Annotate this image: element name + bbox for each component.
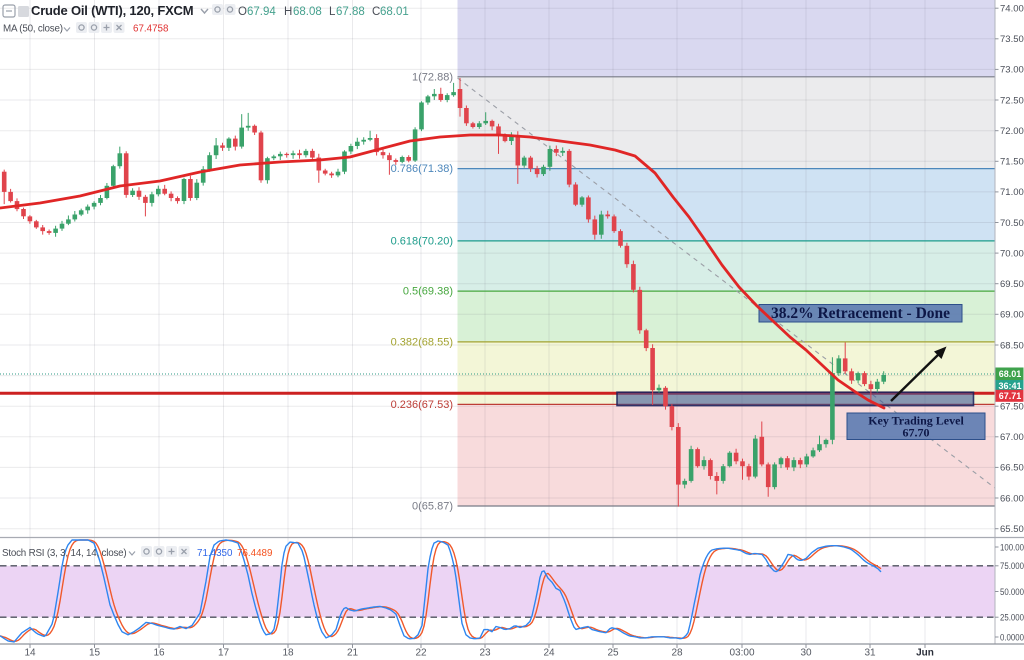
svg-text:28: 28	[671, 648, 683, 659]
svg-text:0.236(67.53): 0.236(67.53)	[391, 399, 453, 411]
svg-text:23: 23	[479, 648, 491, 659]
svg-text:71.00: 71.00	[1000, 187, 1024, 198]
svg-text:Stoch RSI (3, 3, 14, 14, close: Stoch RSI (3, 3, 14, 14, close)	[2, 548, 127, 559]
svg-text:0.382(68.55): 0.382(68.55)	[391, 336, 453, 348]
svg-text:31: 31	[864, 648, 876, 659]
svg-text:36:41: 36:41	[998, 381, 1021, 391]
svg-text:67.00: 67.00	[1000, 432, 1024, 443]
svg-text:68.08: 68.08	[293, 6, 322, 18]
svg-text:25: 25	[607, 648, 619, 659]
svg-text:71.4350: 71.4350	[197, 548, 233, 559]
svg-text:74.00: 74.00	[1000, 4, 1024, 15]
svg-text:67.70: 67.70	[903, 426, 930, 440]
svg-text:68.01: 68.01	[380, 6, 409, 18]
svg-text:73.50: 73.50	[1000, 34, 1024, 45]
svg-text:68.01: 68.01	[999, 369, 1022, 379]
svg-text:0.618(70.20): 0.618(70.20)	[391, 235, 453, 247]
svg-text:Key Trading Level: Key Trading Level	[868, 414, 964, 428]
svg-text:75.000: 75.000	[1000, 561, 1024, 572]
svg-text:73.00: 73.00	[1000, 65, 1024, 76]
svg-text:1(72.88): 1(72.88)	[412, 71, 453, 83]
svg-text:0(65.87): 0(65.87)	[412, 501, 453, 513]
svg-text:69.50: 69.50	[1000, 279, 1024, 290]
svg-text:16: 16	[153, 648, 165, 659]
svg-text:72.50: 72.50	[1000, 95, 1024, 106]
svg-text:Crude Oil (WTI), 120, FXCM: Crude Oil (WTI), 120, FXCM	[31, 3, 193, 18]
svg-text:50.000: 50.000	[1000, 587, 1024, 598]
svg-text:MA (50, close): MA (50, close)	[3, 24, 63, 35]
svg-text:69.00: 69.00	[1000, 310, 1024, 321]
svg-text:21: 21	[347, 648, 359, 659]
svg-text:67.71: 67.71	[999, 391, 1022, 401]
svg-text:Jun: Jun	[916, 648, 934, 659]
svg-text:O: O	[238, 6, 247, 18]
svg-text:70.50: 70.50	[1000, 218, 1024, 229]
svg-text:18: 18	[282, 648, 294, 659]
svg-text:17: 17	[218, 648, 230, 659]
svg-text:71.50: 71.50	[1000, 157, 1024, 168]
svg-text:22: 22	[415, 648, 427, 659]
svg-text:L: L	[329, 6, 336, 18]
svg-text:67.94: 67.94	[247, 6, 276, 18]
svg-text:03:00: 03:00	[729, 648, 754, 659]
svg-text:0.5(69.38): 0.5(69.38)	[403, 286, 453, 298]
svg-text:67.50: 67.50	[1000, 402, 1024, 413]
svg-text:66.00: 66.00	[1000, 493, 1024, 504]
svg-text:25.000: 25.000	[1000, 613, 1024, 624]
svg-text:14: 14	[24, 648, 36, 659]
svg-text:65.50: 65.50	[1000, 524, 1024, 535]
svg-text:100.00: 100.00	[1000, 542, 1024, 553]
svg-text:H: H	[284, 6, 292, 18]
svg-text:66.50: 66.50	[1000, 463, 1024, 474]
svg-text:70.00: 70.00	[1000, 248, 1024, 259]
svg-text:68.50: 68.50	[1000, 340, 1024, 351]
svg-text:C: C	[372, 6, 380, 18]
svg-text:67.4758: 67.4758	[133, 24, 169, 35]
svg-text:0.786(71.38): 0.786(71.38)	[391, 163, 453, 175]
svg-text:15: 15	[89, 648, 101, 659]
svg-text:38.2% Retracement - Done: 38.2% Retracement - Done	[771, 305, 950, 322]
svg-text:72.00: 72.00	[1000, 126, 1024, 137]
svg-text:0.0000: 0.0000	[1000, 632, 1024, 643]
svg-text:24: 24	[543, 648, 555, 659]
svg-text:67.88: 67.88	[336, 6, 365, 18]
svg-text:30: 30	[800, 648, 812, 659]
svg-text:76.4489: 76.4489	[237, 548, 272, 559]
